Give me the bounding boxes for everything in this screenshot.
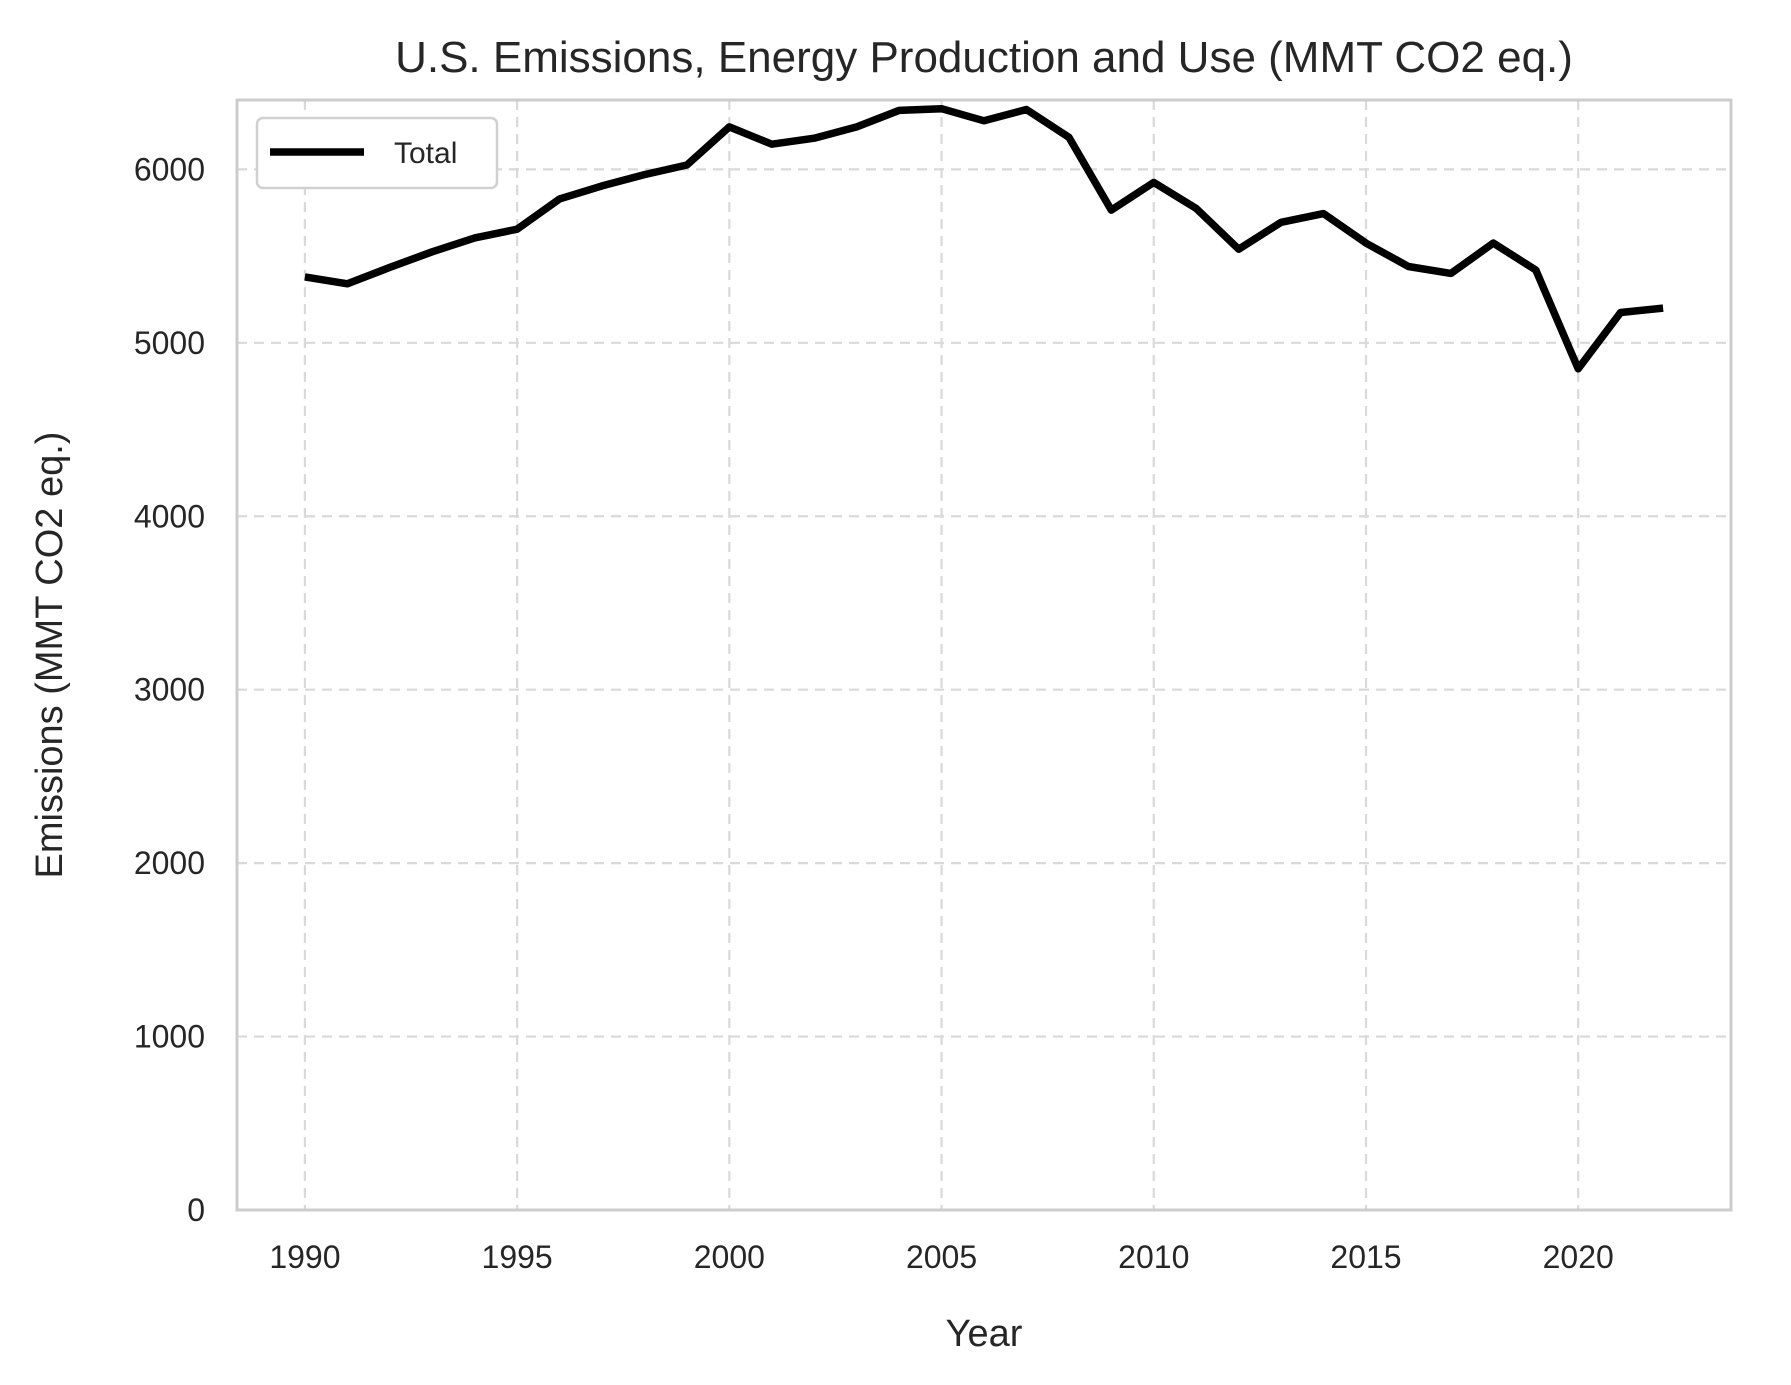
x-tick-label: 2020	[1543, 1239, 1614, 1275]
y-axis-label: Emissions (MMT CO2 eq.)	[29, 432, 71, 879]
series-layer	[304, 104, 1664, 373]
x-tick-label: 2005	[906, 1239, 977, 1275]
x-tick-label: 2000	[694, 1239, 765, 1275]
legend-label-total: Total	[394, 137, 457, 170]
legend-box	[255, 116, 499, 190]
grid	[237, 100, 1731, 1212]
y-tick-label: 6000	[134, 151, 205, 187]
x-axis-ticks: 1990 1995 2000 2005 2010 2015 2020	[269, 1239, 1613, 1275]
y-axis-ticks: 0 1000 2000 3000 4000 5000 6000	[134, 151, 205, 1228]
x-tick-label: 1995	[482, 1239, 553, 1275]
y-tick-label: 1000	[134, 1019, 205, 1055]
y-tick-label: 3000	[134, 672, 205, 708]
x-axis-label: Year	[946, 1313, 1023, 1355]
y-tick-label: 4000	[134, 498, 205, 534]
legend: Total	[255, 116, 499, 190]
y-tick-label: 5000	[134, 325, 205, 361]
y-tick-label: 2000	[134, 845, 205, 881]
x-tick-label: 2010	[1118, 1239, 1189, 1275]
series-line-total	[304, 104, 1664, 373]
chart-title: U.S. Emissions, Energy Production and Us…	[395, 33, 1573, 82]
x-tick-label: 2015	[1330, 1239, 1401, 1275]
plot-frame	[235, 98, 1733, 1212]
y-tick-label: 0	[187, 1192, 205, 1228]
x-tick-label: 1990	[269, 1239, 340, 1275]
